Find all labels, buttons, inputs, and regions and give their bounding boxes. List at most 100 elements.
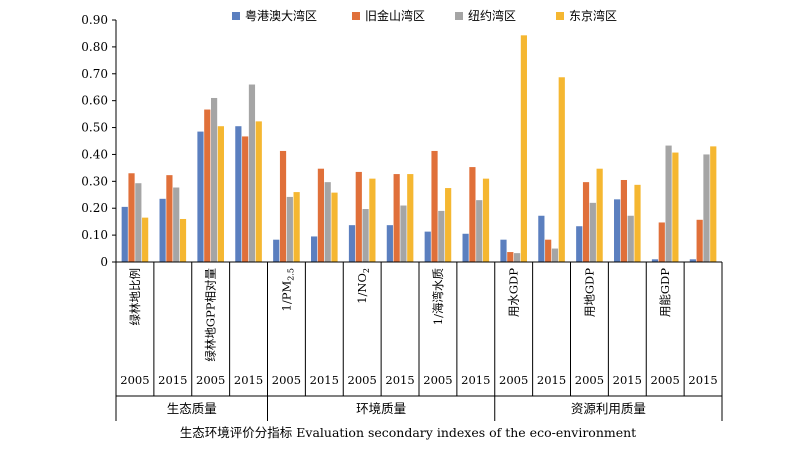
legend-item: 东京湾区 xyxy=(556,8,617,23)
bar xyxy=(589,202,596,262)
bar xyxy=(507,252,514,262)
indicator-label: 1/PM2.5 xyxy=(279,268,295,311)
bar xyxy=(710,146,717,262)
bars xyxy=(121,35,717,263)
indicator-label: 用水GDP xyxy=(507,268,521,317)
bar xyxy=(386,225,393,262)
bar xyxy=(407,174,414,262)
legend-label: 粤港澳大湾区 xyxy=(245,8,317,23)
bar xyxy=(135,183,142,262)
bar xyxy=(173,187,180,262)
legend: 粤港澳大湾区 旧金山湾区 纽约湾区 东京湾区 xyxy=(232,8,617,23)
bar xyxy=(355,171,362,262)
bar xyxy=(703,154,710,262)
bar xyxy=(651,259,659,262)
bar xyxy=(476,200,483,262)
bar xyxy=(500,239,507,262)
bar xyxy=(634,184,641,262)
bar xyxy=(210,97,218,262)
axes: 0 0.10 0.20 0.30 0.40 0.50 0.60 0.70 0.80 0.90 xyxy=(81,13,723,421)
year-label: 2005 xyxy=(651,373,680,387)
y-tick-label: 0 xyxy=(100,255,108,269)
bar xyxy=(248,84,256,263)
bar xyxy=(293,192,300,262)
year-label: 2015 xyxy=(385,373,414,387)
group-label: 生态质量 xyxy=(167,401,217,416)
y-tick-label: 0.30 xyxy=(81,174,108,188)
bar xyxy=(331,192,338,262)
bar xyxy=(582,182,590,262)
bar xyxy=(159,198,166,262)
year-label: 2005 xyxy=(423,373,452,387)
bar xyxy=(197,131,204,262)
year-label: 2005 xyxy=(120,373,149,387)
bar xyxy=(558,77,565,262)
bar xyxy=(672,152,679,262)
bar xyxy=(348,225,356,262)
legend-swatch xyxy=(556,12,564,20)
bar xyxy=(627,215,634,262)
bar xyxy=(520,35,527,263)
x-axis-labels: 2005 2015 2005 2015 2005 2015 2005 2015 2005 2015… xyxy=(120,268,717,416)
bar xyxy=(614,199,621,262)
y-tick-label: 0.20 xyxy=(81,201,108,215)
bar xyxy=(545,239,552,262)
bar xyxy=(665,145,672,262)
bar xyxy=(689,259,696,262)
bar xyxy=(576,226,583,262)
bar xyxy=(462,233,469,262)
y-tick-label: 0.70 xyxy=(81,67,108,81)
x-axis-title: 生态环境评价分指标 Evaluation secondary indexes o… xyxy=(180,425,636,440)
bar xyxy=(217,126,224,262)
bar xyxy=(279,150,287,262)
bar xyxy=(438,210,445,262)
year-label: 2015 xyxy=(461,373,490,387)
bar xyxy=(596,168,603,262)
year-label: 2005 xyxy=(575,373,604,387)
bar xyxy=(128,173,135,262)
year-label: 2005 xyxy=(499,373,528,387)
indicator-label: 用能GDP xyxy=(658,268,672,317)
bar xyxy=(658,222,665,262)
y-tick-label: 0.60 xyxy=(81,94,108,108)
bar xyxy=(242,136,249,262)
indicator-label: 绿林地GPP相对量 xyxy=(204,268,218,362)
bar xyxy=(482,178,490,262)
legend-item: 纽约湾区 xyxy=(455,8,516,23)
year-label: 2005 xyxy=(196,373,225,387)
y-tick-label: 0.40 xyxy=(81,147,108,161)
y-tick-label: 0.90 xyxy=(81,13,108,27)
bar xyxy=(445,188,452,262)
legend-label: 旧金山湾区 xyxy=(365,8,425,23)
legend-label: 东京湾区 xyxy=(569,8,617,23)
bar xyxy=(400,205,407,262)
legend-swatch xyxy=(352,12,360,20)
legend-item: 旧金山湾区 xyxy=(352,8,425,23)
legend-swatch xyxy=(232,12,240,20)
bar xyxy=(362,209,369,262)
legend-item: 粤港澳大湾区 xyxy=(232,8,317,23)
bar xyxy=(620,179,628,262)
bar xyxy=(324,182,331,262)
bar xyxy=(551,248,559,262)
bar xyxy=(317,168,325,262)
indicator-label: 1/海湾水质 xyxy=(431,268,445,325)
bar xyxy=(273,239,280,262)
year-label: 2015 xyxy=(613,373,642,387)
bar xyxy=(142,217,149,262)
indicator-label: 用地GDP xyxy=(582,268,596,317)
bar xyxy=(513,253,521,262)
year-label: 2015 xyxy=(688,373,717,387)
bar xyxy=(424,231,431,262)
indicator-label: 1/NO2 xyxy=(355,268,371,304)
y-tick-label: 0.50 xyxy=(81,121,108,135)
bar xyxy=(393,174,400,262)
bar xyxy=(166,175,173,262)
bar xyxy=(286,196,293,262)
bar xyxy=(538,215,545,262)
bar xyxy=(696,219,703,262)
bar xyxy=(204,109,211,262)
bar xyxy=(469,167,476,262)
legend-swatch xyxy=(455,12,463,20)
